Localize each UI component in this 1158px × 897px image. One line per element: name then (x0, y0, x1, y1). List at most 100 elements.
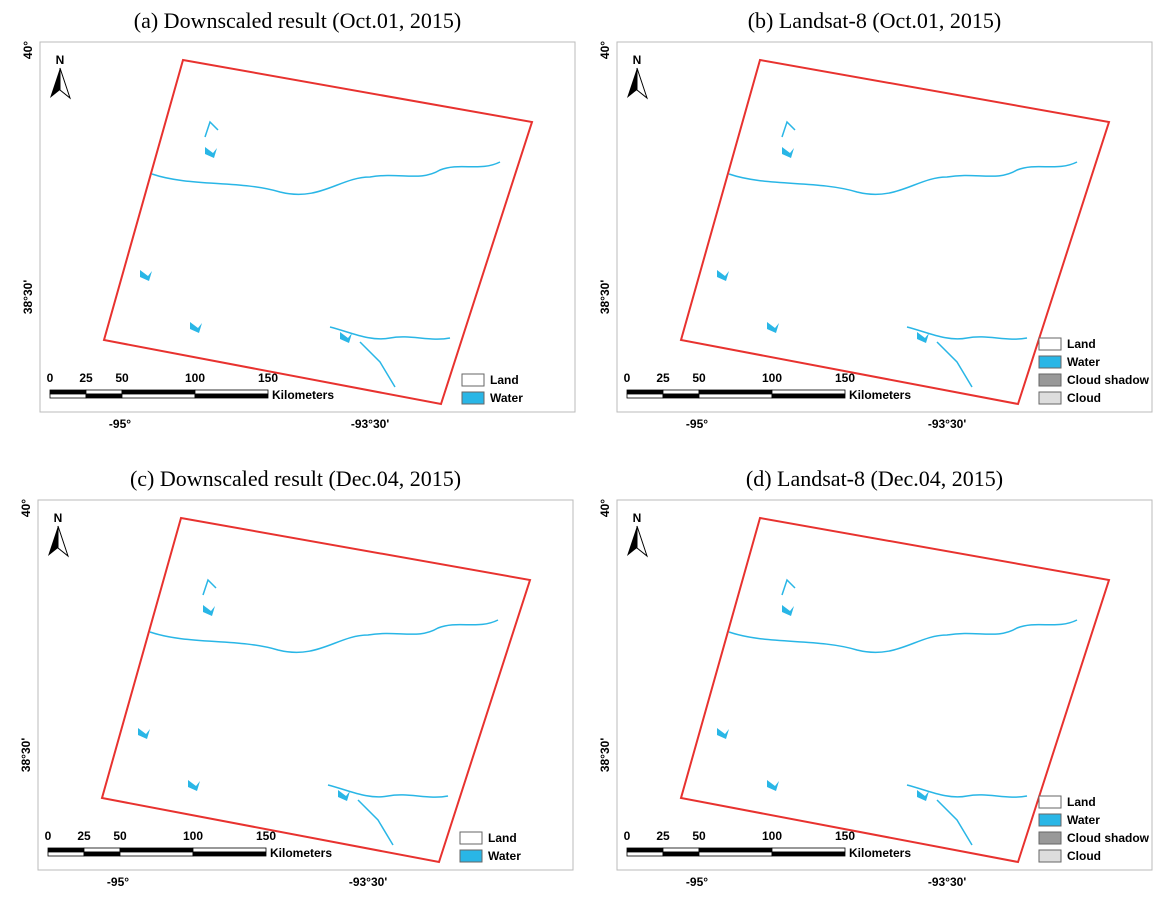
longitude-label: -93°30' (349, 875, 387, 889)
lake (767, 780, 779, 791)
scale-segment (83, 847, 121, 853)
lake (717, 728, 729, 739)
scale-segment (194, 393, 269, 399)
north-label: N (54, 511, 63, 525)
lake (205, 147, 217, 158)
scale-segment (192, 851, 267, 857)
scene-boundary (679, 58, 1111, 406)
scale-segment (698, 393, 773, 399)
longitude-label: -95° (686, 875, 708, 889)
scale-label: 50 (692, 371, 706, 385)
scale-segment (626, 389, 664, 395)
scale-label: 100 (183, 829, 203, 843)
scale-label: 25 (79, 371, 93, 385)
scale-label: 0 (45, 829, 52, 843)
scale-unit: Kilometers (849, 846, 911, 860)
scale-label: 25 (656, 829, 670, 843)
scale-segment (662, 851, 700, 857)
lake (917, 790, 929, 801)
legend-swatch (459, 831, 483, 845)
panel-title: (c) Downscaled result (Dec.04, 2015) (130, 466, 461, 491)
lake (767, 322, 779, 333)
map-frame (616, 499, 1153, 871)
scale-segment (85, 389, 123, 395)
scale-segment (698, 851, 773, 857)
legend-swatch (1038, 849, 1062, 863)
north-arrow (59, 67, 72, 100)
scale-segment (662, 393, 700, 399)
scale-label: 0 (624, 371, 631, 385)
legend-label: Cloud shadow (1067, 831, 1150, 845)
lake (340, 332, 352, 343)
latitude-label: 40° (19, 499, 33, 517)
latitude-label: 40° (598, 499, 612, 517)
north-arrow (627, 68, 637, 98)
lake (190, 322, 202, 333)
north-arrow (636, 67, 649, 100)
north-arrow (50, 68, 60, 98)
panel-title: (b) Landsat-8 (Oct.01, 2015) (748, 8, 1002, 33)
map-frame (37, 499, 574, 871)
scale-label: 50 (115, 371, 129, 385)
north-arrow (57, 525, 70, 558)
scale-segment (47, 851, 85, 857)
map-panel: 40° 38°30' -95° -93°30' N 0 25 50 100 150 Kilomete… (19, 499, 574, 889)
legend-swatch (1038, 795, 1062, 809)
scale-segment (119, 847, 194, 853)
lake (717, 270, 729, 281)
scale-segment (771, 389, 846, 395)
north-label: N (633, 53, 642, 67)
legend-swatch (461, 373, 485, 387)
lake (782, 147, 794, 158)
latitude-label: 40° (21, 41, 35, 59)
scale-segment (121, 389, 196, 395)
map-frame (39, 41, 576, 413)
legend-label: Water (1067, 355, 1100, 369)
river (329, 326, 451, 340)
river (728, 619, 1078, 654)
lake (203, 605, 215, 616)
lake (138, 728, 150, 739)
scale-label: 100 (762, 371, 782, 385)
scale-segment (626, 393, 664, 399)
legend-label: Water (490, 391, 523, 405)
scale-label: 50 (113, 829, 127, 843)
scale-label: 100 (185, 371, 205, 385)
latitude-label: 38°30' (598, 280, 612, 314)
scale-label: 150 (256, 829, 276, 843)
legend-swatch (1038, 337, 1062, 351)
scale-segment (49, 389, 87, 395)
scale-segment (698, 847, 773, 853)
latitude-label: 38°30' (598, 738, 612, 772)
scale-segment (83, 851, 121, 857)
scale-segment (626, 851, 664, 857)
river (149, 619, 499, 654)
scale-segment (626, 847, 664, 853)
lake (140, 270, 152, 281)
legend-label: Land (1067, 337, 1096, 351)
river (327, 784, 449, 798)
legend-label: Cloud (1067, 391, 1101, 405)
legend-swatch (459, 849, 483, 863)
lake (338, 790, 350, 801)
scale-segment (698, 389, 773, 395)
scale-label: 150 (835, 829, 855, 843)
scale-label: 150 (835, 371, 855, 385)
scale-unit: Kilometers (272, 388, 334, 402)
legend-label: Water (488, 849, 521, 863)
longitude-label: -95° (686, 417, 708, 431)
longitude-label: -93°30' (928, 875, 966, 889)
legend-swatch (1038, 391, 1062, 405)
longitude-label: -95° (107, 875, 129, 889)
scale-unit: Kilometers (270, 846, 332, 860)
river (359, 341, 396, 388)
longitude-label: -93°30' (351, 417, 389, 431)
river (357, 799, 394, 846)
lake (782, 605, 794, 616)
scene-boundary (100, 516, 532, 864)
legend-swatch (1038, 355, 1062, 369)
river (728, 161, 1078, 196)
scene-boundary (102, 58, 534, 406)
map-panel: 40° 38°30' -95° -93°30' N 0 25 50 100 150 Kilomete… (598, 499, 1153, 889)
